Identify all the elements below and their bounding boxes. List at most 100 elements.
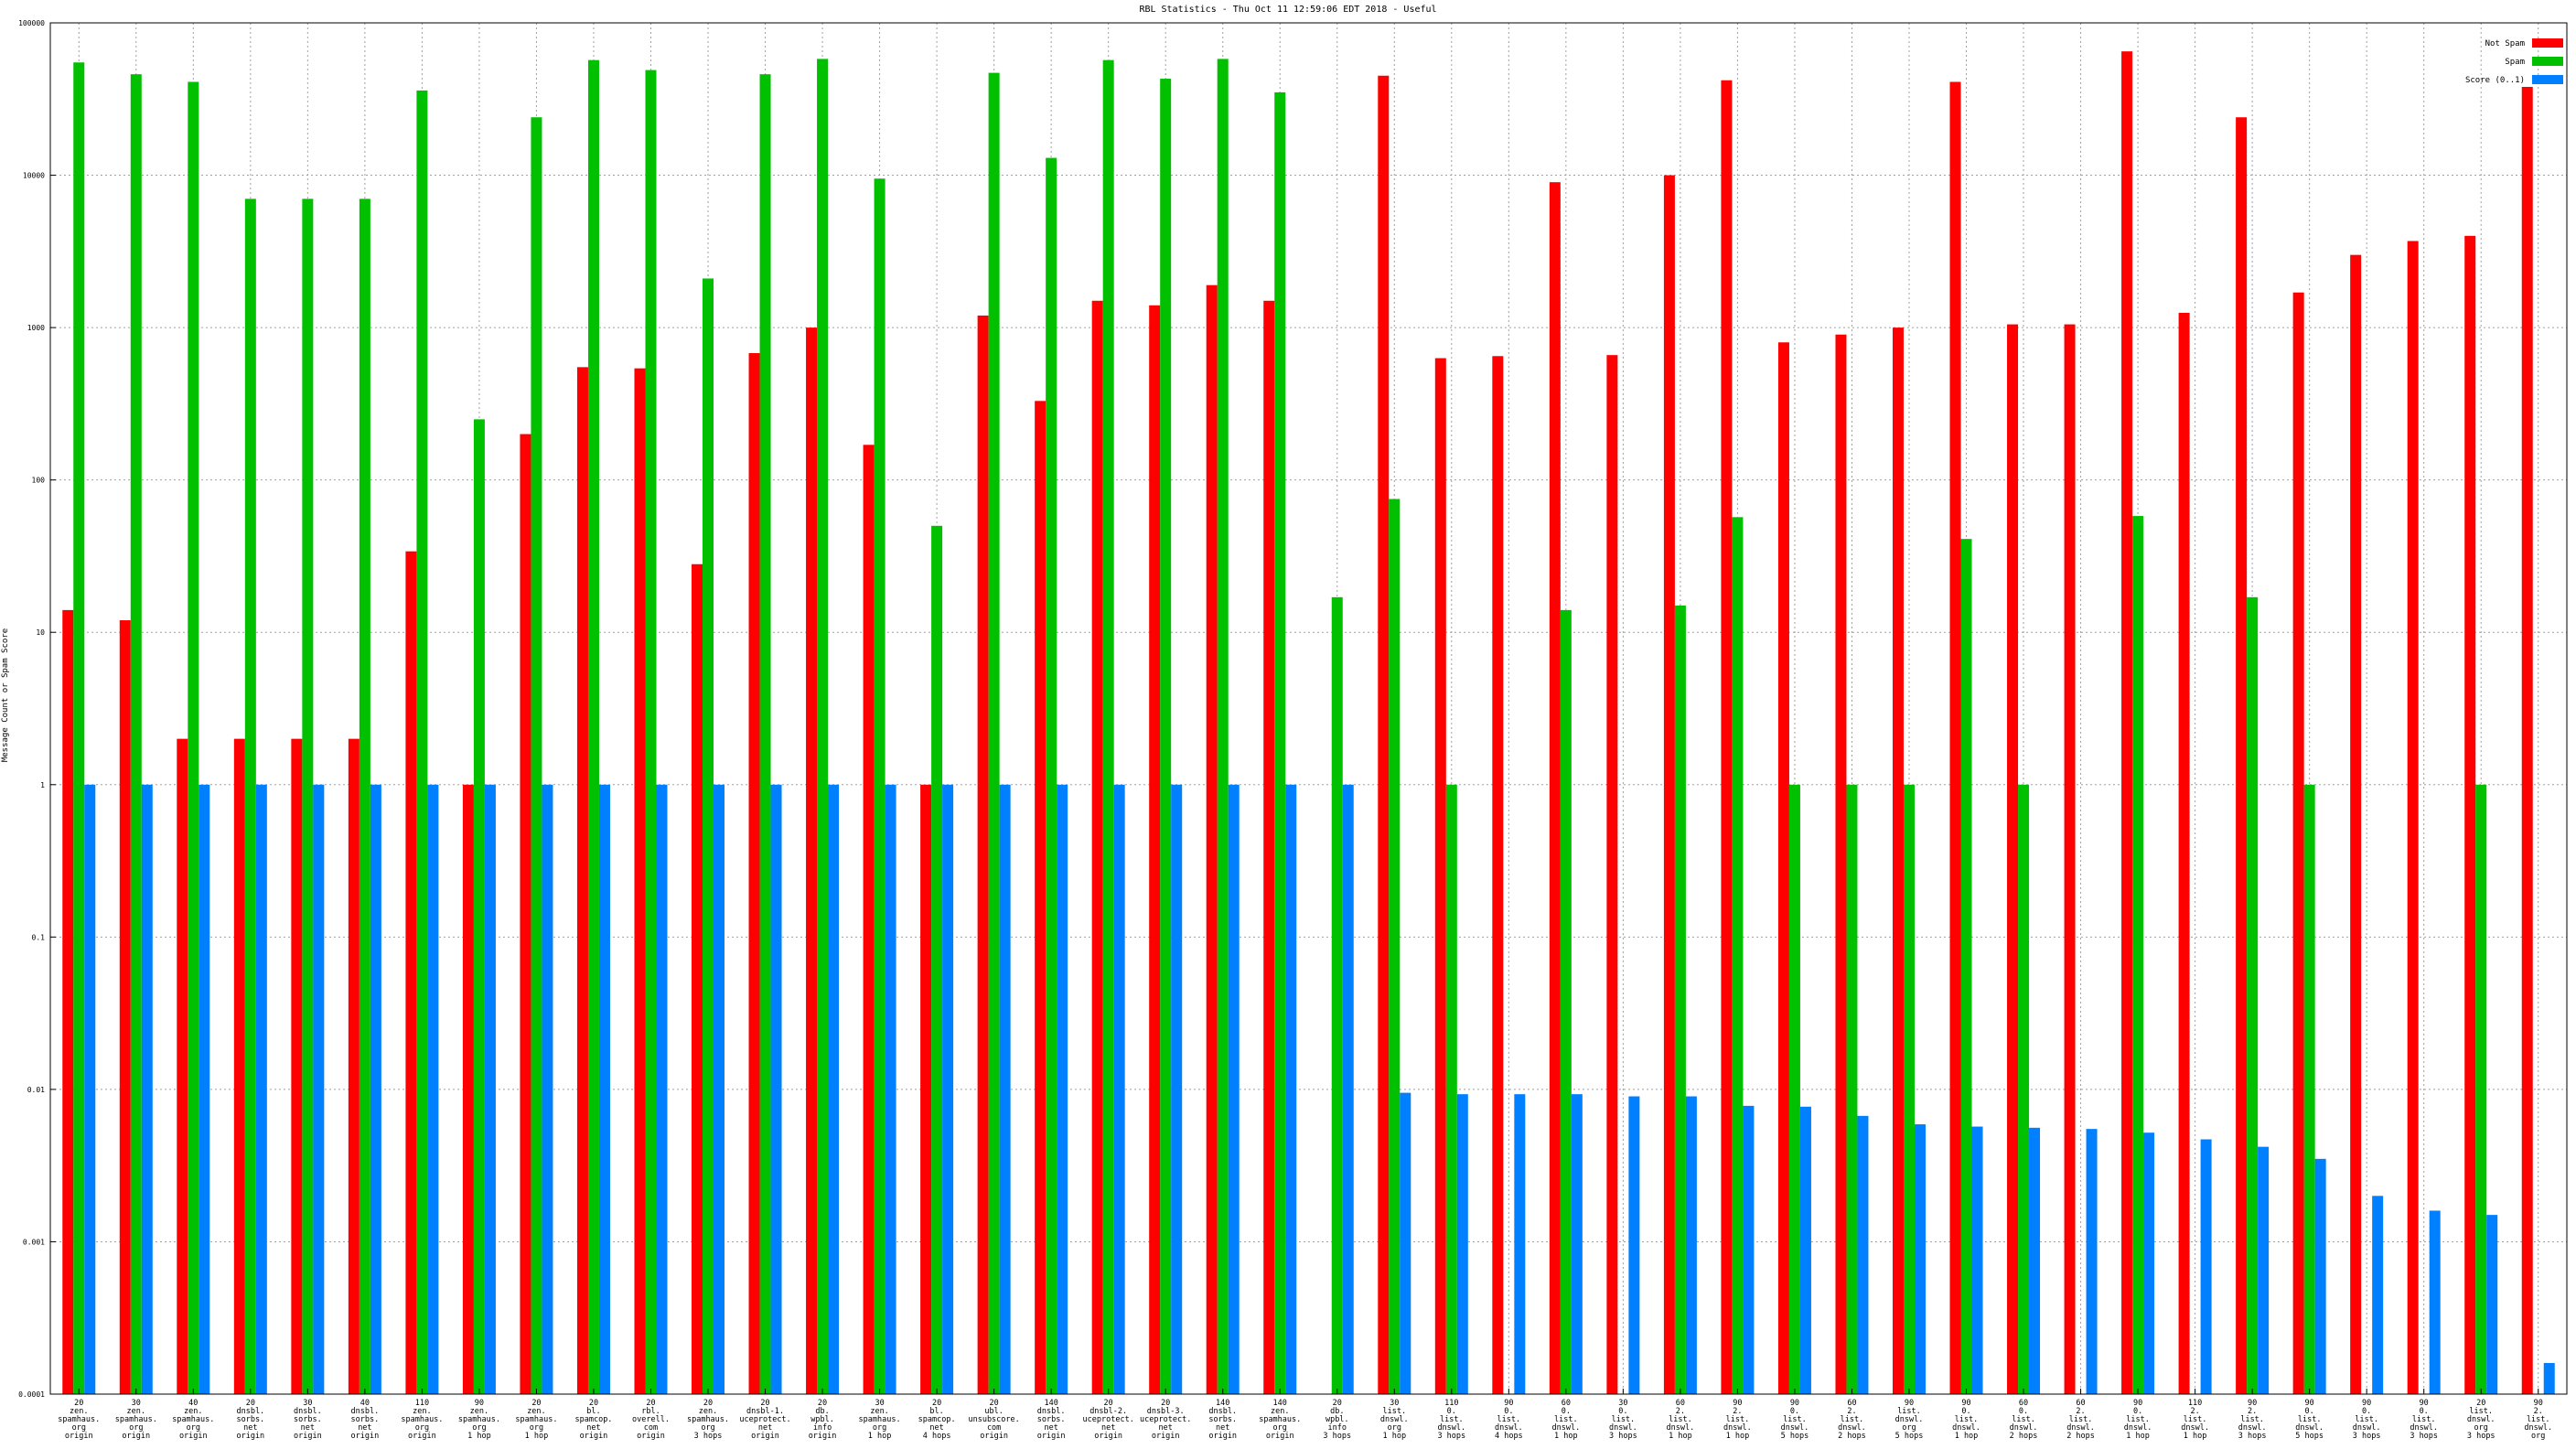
- x-tick-label: 90 zen. spamhaus. org 1 hop: [458, 1399, 500, 1441]
- bar-spam: [1445, 784, 1457, 1394]
- x-tick-label-line: origin: [408, 1432, 436, 1441]
- bar-not-spam: [348, 738, 360, 1394]
- x-tick-label: 90 2. list. dnswl. 3 hops: [2238, 1399, 2267, 1441]
- x-tick-label-line: 5 hops: [2295, 1432, 2324, 1441]
- x-tick-label-line: spamhaus.: [458, 1415, 500, 1424]
- x-tick-label: 90 0. list. dnswl. 5 hops: [2295, 1399, 2324, 1441]
- x-tick-label-line: 40: [360, 1399, 370, 1408]
- x-tick-label: 20 db. wpbl. info origin: [809, 1399, 837, 1441]
- x-tick-label: 30 zen. spamhaus. org origin: [115, 1399, 157, 1441]
- x-tick-label-line: org: [701, 1423, 714, 1433]
- x-tick-label-line: origin: [1208, 1432, 1237, 1441]
- bar-score: [2543, 1363, 2555, 1394]
- x-tick-label-line: 3 hops: [1437, 1432, 1465, 1441]
- bar-score: [1743, 1105, 1755, 1394]
- x-tick-label-line: info: [813, 1423, 832, 1433]
- bar-spam: [1674, 605, 1686, 1394]
- x-tick-label-line: 20: [990, 1399, 999, 1408]
- bar-score: [1857, 1115, 1869, 1394]
- x-tick-label: 20 list. dnswl. org 3 hops: [2467, 1399, 2496, 1441]
- bar-not-spam: [1035, 401, 1046, 1394]
- x-tick-label-line: origin: [1094, 1432, 1122, 1441]
- x-tick-label-line: bl.: [586, 1407, 600, 1416]
- x-tick-label-line: com: [644, 1423, 658, 1433]
- x-tick-label-line: zen.: [184, 1407, 202, 1416]
- x-tick-label: 140 zen. spamhaus. org origin: [1259, 1399, 1301, 1441]
- bar-spam: [1389, 499, 1401, 1394]
- bar-spam: [703, 278, 714, 1394]
- y-axis-ticks: 0.0001 0.001 0.01 0.1 1 10 100 1000 10000 100000: [18, 19, 56, 1399]
- bar-score: [1971, 1126, 1983, 1394]
- x-tick-label-line: list.: [2355, 1415, 2378, 1424]
- x-tick-label-line: 110: [2188, 1399, 2202, 1408]
- x-tick-label: 20 rbl. overell. com origin: [632, 1399, 670, 1441]
- bar-score: [1628, 1096, 1640, 1394]
- x-tick-label-line: 0.: [1961, 1407, 1970, 1416]
- x-tick-label-line: spamhaus.: [1259, 1415, 1301, 1424]
- x-tick-label-line: 3 hops: [1323, 1432, 1351, 1441]
- x-tick-label-line: zen.: [470, 1407, 488, 1416]
- bar-score: [313, 784, 325, 1394]
- bar-not-spam: [1206, 284, 1218, 1395]
- x-tick-label: 60 2. list. dnswl. 1 hop: [1667, 1399, 1695, 1441]
- x-tick-label-line: net: [929, 1423, 943, 1433]
- x-tick-label: 90 2. list. dnswl. org: [2524, 1399, 2552, 1441]
- x-tick-label-line: origin: [236, 1432, 264, 1441]
- x-tick-label-line: dnswl.: [1380, 1415, 1409, 1424]
- bar-not-spam: [2464, 235, 2476, 1394]
- x-tick-label-line: 1 hop: [1726, 1432, 1750, 1441]
- x-tick-label-line: 20: [1161, 1399, 1170, 1408]
- x-tick-label-line: 0.: [1562, 1407, 1571, 1416]
- x-tick-label-line: list.: [1497, 1415, 1521, 1424]
- x-tick-label-line: sorbs.: [236, 1415, 264, 1424]
- y-tick-label: 100000: [18, 19, 45, 27]
- x-tick-label-line: 0.: [1790, 1407, 1799, 1416]
- x-tick-label-line: 2.: [2248, 1407, 2257, 1416]
- x-tick-label-line: 110: [415, 1399, 429, 1408]
- x-tick-label: 90 0. list. dnswl. 1 hop: [2124, 1399, 2152, 1441]
- x-tick-label-line: origin: [1266, 1432, 1294, 1441]
- x-tick-label-line: org: [2531, 1432, 2545, 1441]
- x-tick-label-line: dnsbl.: [351, 1407, 380, 1416]
- x-tick-label-line: uceprotect.: [739, 1415, 790, 1424]
- x-tick-label-line: list.: [1612, 1415, 1636, 1424]
- x-tick-label-line: zen.: [870, 1407, 888, 1416]
- x-tick-label-line: 0.: [2133, 1407, 2142, 1416]
- x-tick-label-line: 90: [1961, 1399, 1970, 1408]
- x-tick-label-line: 1 hop: [2126, 1432, 2150, 1441]
- bar-score: [2200, 1139, 2212, 1394]
- x-tick-label-line: 110: [1444, 1399, 1458, 1408]
- x-tick-label-line: dnswl.: [1723, 1423, 1752, 1433]
- bar-score: [84, 784, 96, 1394]
- x-tick-label-line: 30: [132, 1399, 141, 1408]
- bar-score: [2314, 1158, 2326, 1394]
- bar-score: [2258, 1146, 2270, 1394]
- x-tick-label-line: origin: [65, 1432, 93, 1441]
- bar-spam: [1274, 91, 1286, 1395]
- x-tick-label-line: 20: [589, 1399, 598, 1408]
- bar-score: [1914, 1124, 1926, 1394]
- bar-spam: [759, 74, 771, 1394]
- x-tick-label-line: db.: [815, 1407, 829, 1416]
- x-tick-label-line: 20: [703, 1399, 713, 1408]
- x-tick-label-line: 2 hops: [1838, 1432, 1866, 1441]
- bar-score: [770, 784, 782, 1394]
- legend: Not Spam Spam Score (0..1): [2465, 38, 2563, 85]
- bar-score: [370, 784, 381, 1394]
- x-tick-label-line: dnswl.: [2410, 1423, 2438, 1433]
- bar-not-spam: [748, 353, 760, 1394]
- x-tick-label-line: list.: [1955, 1415, 1979, 1424]
- bar-spam: [473, 419, 485, 1394]
- x-tick-label-line: 1 hop: [1955, 1432, 1979, 1441]
- x-tick-label: 30 list. dnswl. org 1 hop: [1380, 1399, 1409, 1441]
- bar-score: [2372, 1196, 2384, 1394]
- bar-not-spam: [2521, 86, 2533, 1394]
- x-tick-label: 20 zen. spamhaus. org origin: [58, 1399, 100, 1441]
- bar-not-spam: [920, 784, 932, 1394]
- bar-score: [2029, 1127, 2041, 1394]
- bar-not-spam: [1949, 81, 1961, 1394]
- bar-not-spam: [2064, 324, 2076, 1394]
- x-tick-label: 60 0. list. dnswl. 2 hops: [2010, 1399, 2038, 1441]
- bar-spam: [73, 62, 85, 1395]
- x-tick-label-line: spamcop.: [918, 1415, 956, 1424]
